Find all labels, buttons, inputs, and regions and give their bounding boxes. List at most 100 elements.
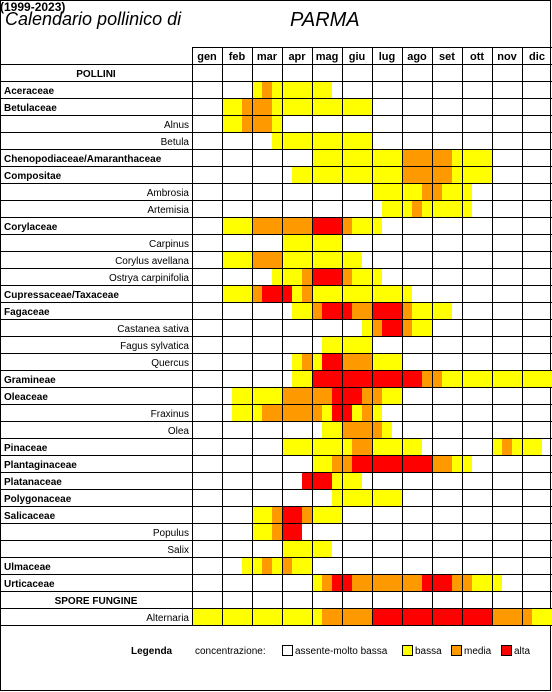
heat-cell	[362, 404, 372, 421]
heat-cell	[242, 404, 252, 421]
taxon-label: Polygonaceae	[4, 494, 72, 505]
heat-cell	[342, 489, 352, 506]
heat-cell	[352, 251, 362, 268]
heat-cell	[322, 285, 332, 302]
heat-cell	[482, 608, 492, 625]
taxon-label: Corylus avellana	[115, 256, 189, 267]
heat-cell	[282, 540, 292, 557]
heat-cell	[332, 489, 342, 506]
heat-cell	[292, 81, 302, 98]
heat-cell	[372, 353, 382, 370]
heat-cell	[402, 149, 412, 166]
legend-swatch-medium	[451, 645, 462, 656]
heat-cell	[302, 608, 312, 625]
heat-cell	[262, 506, 272, 523]
heat-cell	[472, 166, 482, 183]
heat-cell	[382, 200, 392, 217]
heat-cell	[392, 370, 402, 387]
taxon-label: Chenopodiaceae/Amaranthaceae	[4, 154, 162, 165]
heat-cell	[402, 370, 412, 387]
heat-cell	[412, 302, 422, 319]
heat-cell	[282, 608, 292, 625]
heat-cell	[392, 285, 402, 302]
heat-cell	[462, 183, 472, 200]
taxon-label: Fagaceae	[4, 307, 50, 318]
heat-cell	[402, 200, 412, 217]
city-name: PARMA	[290, 9, 360, 31]
heat-cell	[222, 98, 232, 115]
heat-cell	[492, 574, 502, 591]
heat-cell	[382, 455, 392, 472]
heat-cell	[382, 438, 392, 455]
heat-cell	[382, 421, 392, 438]
heat-cell	[432, 166, 442, 183]
heat-cell	[262, 217, 272, 234]
heat-cell	[292, 523, 302, 540]
period-label: (1999-2023)	[0, 0, 66, 14]
heat-cell	[332, 421, 342, 438]
heat-cell	[352, 98, 362, 115]
heat-cell	[332, 149, 342, 166]
heat-cell	[212, 608, 222, 625]
heat-cell	[292, 302, 302, 319]
heat-cell	[322, 387, 332, 404]
heat-cell	[532, 370, 542, 387]
legend-concentration-label: concentrazione:	[195, 646, 266, 657]
heat-cell	[342, 98, 352, 115]
heat-cell	[362, 149, 372, 166]
heat-cell	[462, 200, 472, 217]
heat-cell	[362, 319, 372, 336]
heat-cell	[432, 200, 442, 217]
heat-cell	[542, 370, 552, 387]
heat-cell	[522, 370, 532, 387]
heat-cell	[302, 302, 312, 319]
heat-cell	[332, 506, 342, 523]
heat-cell	[282, 268, 292, 285]
heat-cell	[292, 234, 302, 251]
heat-cell	[262, 251, 272, 268]
heat-cell	[452, 370, 462, 387]
taxon-label: Aceraceae	[4, 86, 54, 97]
heat-cell	[342, 455, 352, 472]
heat-cell	[362, 421, 372, 438]
heat-cell	[352, 387, 362, 404]
heat-cell	[392, 387, 402, 404]
heat-cell	[292, 217, 302, 234]
heat-cell	[482, 149, 492, 166]
heat-cell	[392, 302, 402, 319]
heat-cell	[232, 608, 242, 625]
heat-cell	[412, 183, 422, 200]
taxon-label: Pinaceae	[4, 443, 48, 454]
heat-cell	[272, 251, 282, 268]
heat-cell	[302, 540, 312, 557]
heat-cell	[302, 98, 312, 115]
heat-cell	[392, 489, 402, 506]
legend-label-low: bassa	[415, 646, 442, 657]
heat-cell	[402, 574, 412, 591]
heat-cell	[262, 404, 272, 421]
heat-cell	[312, 540, 322, 557]
heat-cell	[272, 404, 282, 421]
heat-cell	[322, 251, 332, 268]
heat-cell	[372, 217, 382, 234]
heat-cell	[382, 183, 392, 200]
heat-cell	[322, 608, 332, 625]
heat-cell	[452, 574, 462, 591]
heat-cell	[322, 217, 332, 234]
heat-cell	[342, 285, 352, 302]
heat-cell	[302, 268, 312, 285]
heat-cell	[302, 387, 312, 404]
heat-cell	[402, 166, 412, 183]
heat-cell	[282, 404, 292, 421]
heat-cell	[292, 268, 302, 285]
heat-cell	[342, 353, 352, 370]
taxon-label: Betulaceae	[4, 103, 57, 114]
heat-cell	[392, 574, 402, 591]
chart-title: Calendario pollinico di	[5, 9, 182, 29]
heat-cell	[352, 302, 362, 319]
heat-cell	[352, 489, 362, 506]
heat-cell	[242, 98, 252, 115]
heat-cell	[222, 217, 232, 234]
taxon-label: Gramineae	[4, 375, 56, 386]
month-label: dic	[529, 51, 545, 63]
